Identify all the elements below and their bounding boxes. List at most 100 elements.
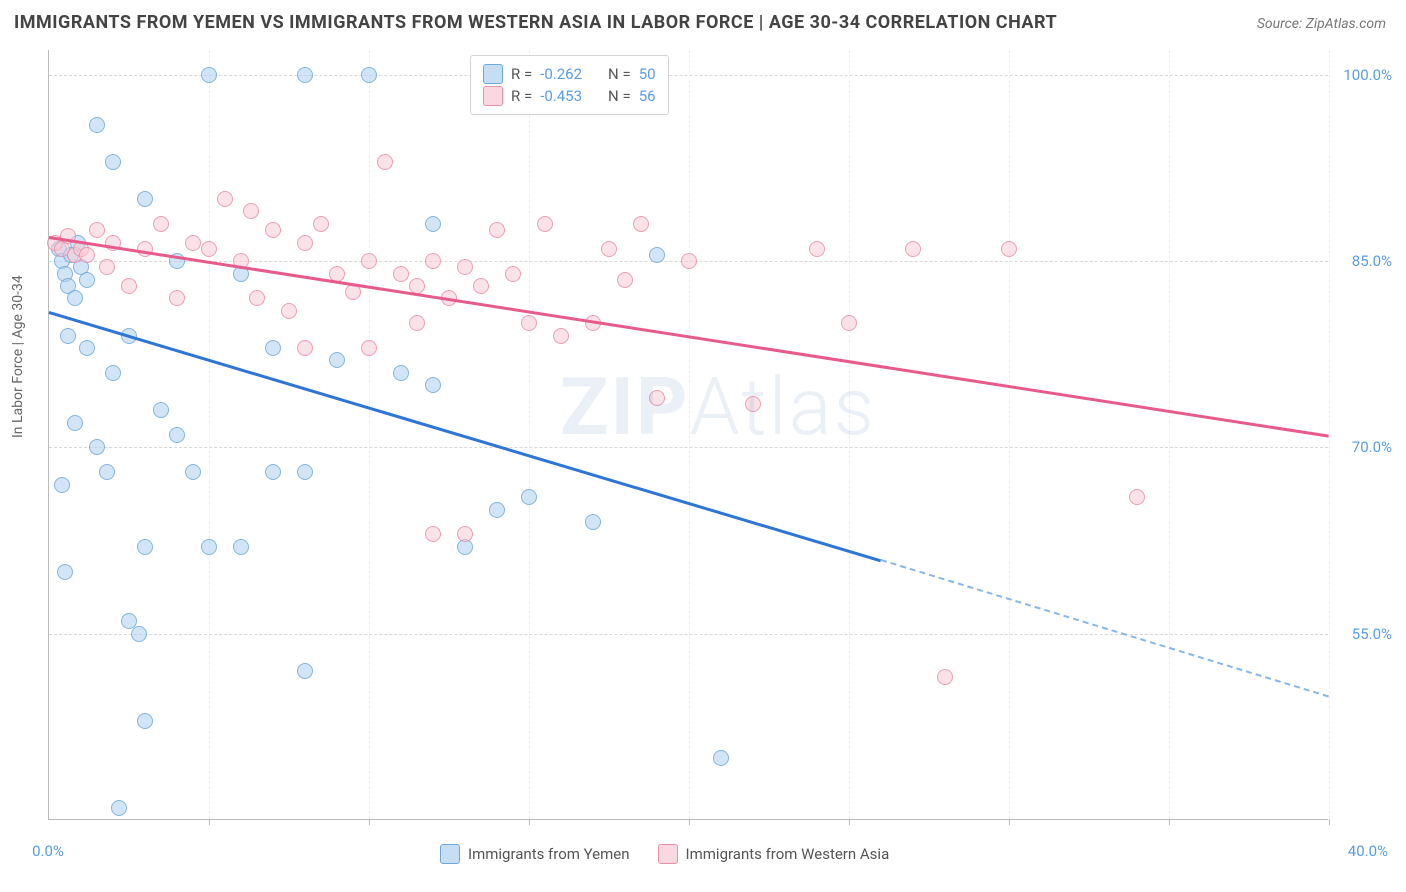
plot-region — [48, 50, 1328, 820]
scatter-point — [281, 303, 297, 319]
scatter-point — [297, 340, 313, 356]
scatter-point — [111, 800, 127, 816]
r-value-blue: -0.262 — [540, 65, 582, 83]
scatter-point — [649, 390, 665, 406]
scatter-point — [265, 340, 281, 356]
x-tick-label-right: 40.0% — [1348, 842, 1388, 860]
scatter-point — [425, 526, 441, 542]
scatter-point — [521, 489, 537, 505]
x-tick-mark — [1169, 819, 1170, 825]
scatter-point — [99, 259, 115, 275]
scatter-point — [841, 315, 857, 331]
scatter-point — [633, 216, 649, 232]
scatter-point — [105, 154, 121, 170]
swatch-pink-icon — [658, 844, 678, 864]
scatter-point — [185, 235, 201, 251]
scatter-point — [553, 328, 569, 344]
legend-item-pink: Immigrants from Western Asia — [658, 844, 890, 864]
scatter-point — [153, 216, 169, 232]
scatter-point — [249, 290, 265, 306]
scatter-point — [89, 117, 105, 133]
swatch-pink-icon — [483, 86, 503, 106]
scatter-point — [79, 247, 95, 263]
scatter-point — [89, 222, 105, 238]
scatter-point — [54, 477, 70, 493]
scatter-point — [713, 750, 729, 766]
gridline-v — [1009, 50, 1010, 819]
scatter-point — [265, 464, 281, 480]
scatter-point — [425, 377, 441, 393]
scatter-point — [137, 191, 153, 207]
scatter-point — [649, 247, 665, 263]
r-label: R = — [511, 65, 532, 83]
scatter-point — [537, 216, 553, 232]
x-tick-mark — [689, 819, 690, 825]
y-axis-label: In Labor Force | Age 30-34 — [10, 275, 26, 438]
n-value-blue: 50 — [639, 65, 656, 83]
gridline-v — [369, 50, 370, 819]
source-attribution: Source: ZipAtlas.com — [1257, 16, 1386, 32]
scatter-point — [505, 266, 521, 282]
scatter-point — [79, 272, 95, 288]
scatter-point — [265, 222, 281, 238]
scatter-point — [377, 154, 393, 170]
scatter-point — [809, 241, 825, 257]
scatter-point — [393, 266, 409, 282]
n-label: N = — [608, 65, 631, 83]
y-tick-label: 100.0% — [1343, 66, 1392, 84]
scatter-point — [329, 352, 345, 368]
scatter-point — [393, 365, 409, 381]
gridline-v — [849, 50, 850, 819]
legend-label-pink: Immigrants from Western Asia — [686, 845, 890, 863]
x-tick-mark — [849, 819, 850, 825]
chart-title: IMMIGRANTS FROM YEMEN VS IMMIGRANTS FROM… — [14, 12, 1057, 33]
scatter-point — [745, 396, 761, 412]
x-tick-mark — [1009, 819, 1010, 825]
r-value-pink: -0.453 — [540, 87, 582, 105]
swatch-blue-icon — [440, 844, 460, 864]
scatter-point — [521, 315, 537, 331]
scatter-point — [585, 514, 601, 530]
scatter-point — [297, 464, 313, 480]
y-tick-label: 55.0% — [1352, 625, 1392, 643]
scatter-point — [457, 259, 473, 275]
scatter-point — [137, 713, 153, 729]
gridline-v — [1169, 50, 1170, 819]
x-tick-mark — [529, 819, 530, 825]
scatter-point — [89, 439, 105, 455]
r-label: R = — [511, 87, 532, 105]
gridline-v — [209, 50, 210, 819]
scatter-point — [169, 427, 185, 443]
scatter-point — [617, 272, 633, 288]
x-tick-label-left: 0.0% — [32, 842, 64, 860]
scatter-point — [233, 539, 249, 555]
stat-row-blue: R = -0.262 N = 50 — [483, 64, 656, 84]
scatter-point — [681, 253, 697, 269]
scatter-point — [361, 253, 377, 269]
scatter-point — [201, 539, 217, 555]
scatter-point — [243, 203, 259, 219]
scatter-point — [121, 278, 137, 294]
y-tick-label: 70.0% — [1352, 438, 1392, 456]
scatter-point — [489, 222, 505, 238]
scatter-point — [1129, 489, 1145, 505]
scatter-point — [457, 526, 473, 542]
x-tick-mark — [369, 819, 370, 825]
scatter-point — [425, 216, 441, 232]
correlation-stats-box: R = -0.262 N = 50 R = -0.453 N = 56 — [470, 55, 669, 115]
legend-item-blue: Immigrants from Yemen — [440, 844, 630, 864]
gridline-v — [689, 50, 690, 819]
scatter-point — [601, 241, 617, 257]
scatter-point — [201, 241, 217, 257]
scatter-point — [169, 290, 185, 306]
scatter-point — [361, 67, 377, 83]
scatter-point — [153, 402, 169, 418]
scatter-point — [297, 235, 313, 251]
n-label: N = — [608, 87, 631, 105]
scatter-point — [131, 626, 147, 642]
stat-row-pink: R = -0.453 N = 56 — [483, 86, 656, 106]
scatter-point — [217, 191, 233, 207]
scatter-point — [937, 669, 953, 685]
scatter-point — [489, 502, 505, 518]
scatter-point — [137, 539, 153, 555]
